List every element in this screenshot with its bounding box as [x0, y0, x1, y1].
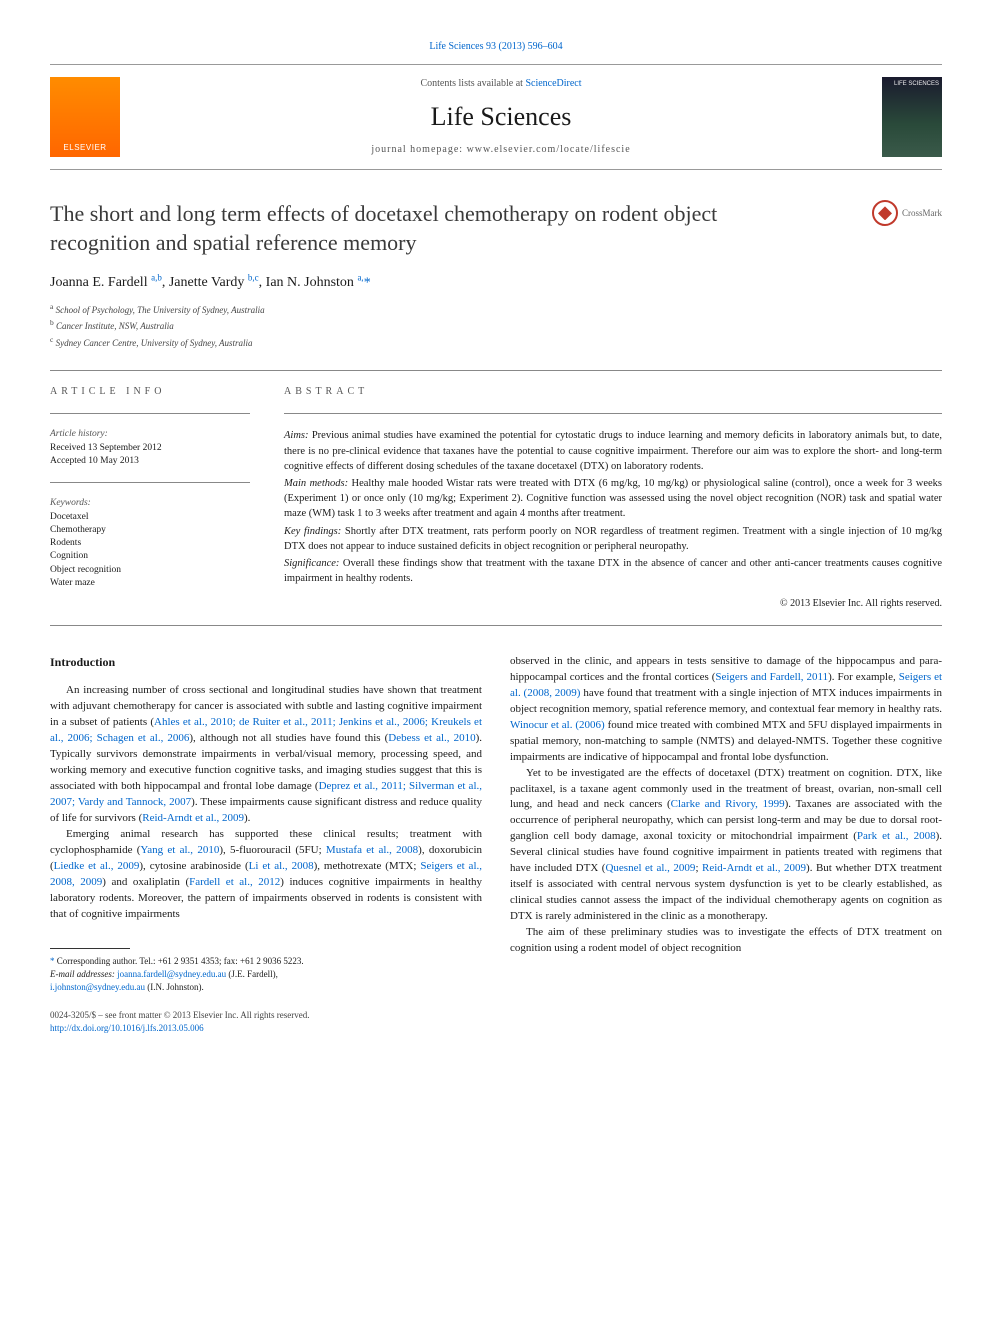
elsevier-logo: ELSEVIER [50, 77, 120, 157]
crossmark-icon [872, 200, 898, 226]
accepted-date: Accepted 10 May 2013 [50, 455, 250, 468]
corresponding-star: * [364, 275, 371, 290]
journal-name: Life Sciences [120, 99, 882, 135]
keyword: Rodents [50, 537, 250, 550]
footer-star: * [50, 956, 55, 966]
affiliation-line: c Sydney Cancer Centre, University of Sy… [50, 334, 942, 351]
keywords-title: Keywords: [50, 497, 250, 510]
article-title: The short and long term effects of docet… [50, 200, 810, 257]
abstract-divider [284, 413, 942, 414]
email-1[interactable]: joanna.fardell@sydney.edu.au [117, 969, 226, 979]
keywords-block: Keywords: DocetaxelChemotherapyRodentsCo… [50, 497, 250, 590]
info-divider-2 [50, 482, 250, 483]
findings-text: Shortly after DTX treatment, rats perfor… [284, 526, 942, 552]
author-list: Joanna E. Fardell a,b, Janette Vardy b,c… [50, 275, 364, 290]
received-date: Received 13 September 2012 [50, 442, 250, 455]
aims-label: Aims: [284, 430, 309, 441]
contents-line: Contents lists available at ScienceDirec… [120, 77, 882, 91]
findings-label: Key findings: [284, 526, 341, 537]
doi-link[interactable]: http://dx.doi.org/10.1016/j.lfs.2013.05.… [50, 1023, 204, 1033]
email-label: E-mail addresses: [50, 969, 117, 979]
email-1-paren: (J.E. Fardell), [226, 969, 278, 979]
significance-text: Overall these findings show that treatme… [284, 558, 942, 584]
keyword: Water maze [50, 577, 250, 590]
divider-bottom [50, 625, 942, 626]
keyword: Object recognition [50, 564, 250, 577]
significance-label: Significance: [284, 558, 339, 569]
affiliation-line: a School of Psychology, The University o… [50, 301, 942, 318]
affiliations: a School of Psychology, The University o… [50, 301, 942, 351]
authors: Joanna E. Fardell a,b, Janette Vardy b,c… [50, 272, 942, 293]
methods-label: Main methods: [284, 478, 348, 489]
citation-header: Life Sciences 93 (2013) 596–604 [50, 40, 942, 54]
divider-top [50, 370, 942, 371]
article-info-column: ARTICLE INFO Article history: Received 1… [50, 385, 250, 611]
footer-divider [50, 948, 130, 949]
email-2-paren: (I.N. Johnston). [145, 982, 204, 992]
info-divider-1 [50, 413, 250, 414]
email-2[interactable]: i.johnston@sydney.edu.au [50, 982, 145, 992]
homepage-url: www.elsevier.com/locate/lifescie [467, 144, 631, 155]
footer-block: * Corresponding author. Tel.: +61 2 9351… [50, 948, 482, 993]
left-column: Introduction An increasing number of cro… [50, 654, 482, 1035]
history-title: Article history: [50, 428, 250, 441]
body-paragraph: An increasing number of cross sectional … [50, 683, 482, 826]
crossmark-label: CrossMark [902, 207, 942, 220]
body-paragraph: observed in the clinic, and appears in t… [510, 654, 942, 766]
introduction-heading: Introduction [50, 654, 482, 671]
body-paragraph: Emerging animal research has supported t… [50, 827, 482, 923]
email-line-2: i.johnston@sydney.edu.au (I.N. Johnston)… [50, 981, 482, 994]
abstract-text: Aims: Previous animal studies have exami… [284, 428, 942, 611]
keyword: Cognition [50, 550, 250, 563]
abstract-column: ABSTRACT Aims: Previous animal studies h… [284, 385, 942, 611]
sciencedirect-link[interactable]: ScienceDirect [525, 78, 581, 89]
corresponding-author-note: * Corresponding author. Tel.: +61 2 9351… [50, 955, 482, 968]
abstract-label: ABSTRACT [284, 385, 942, 399]
email-line: E-mail addresses: joanna.fardell@sydney.… [50, 968, 482, 981]
article-history: Article history: Received 13 September 2… [50, 428, 250, 468]
affiliation-line: b Cancer Institute, NSW, Australia [50, 317, 942, 334]
journal-cover-thumbnail: LIFE SCIENCES [882, 77, 942, 157]
citation-link[interactable]: Life Sciences 93 (2013) 596–604 [429, 41, 562, 52]
homepage-prefix: journal homepage: [371, 144, 466, 155]
banner-center: Contents lists available at ScienceDirec… [120, 77, 882, 157]
homepage-line: journal homepage: www.elsevier.com/locat… [120, 143, 882, 157]
main-body: Introduction An increasing number of cro… [50, 654, 942, 1035]
title-row: The short and long term effects of docet… [50, 200, 942, 257]
aims-text: Previous animal studies have examined th… [284, 430, 942, 471]
issn-text: 0024-3205/$ – see front matter © 2013 El… [50, 1009, 482, 1022]
right-column: observed in the clinic, and appears in t… [510, 654, 942, 1035]
crossmark-badge[interactable]: CrossMark [872, 200, 942, 226]
issn-line: 0024-3205/$ – see front matter © 2013 El… [50, 1009, 482, 1035]
contents-prefix: Contents lists available at [420, 78, 525, 89]
methods-text: Healthy male hooded Wistar rats were tre… [284, 478, 942, 519]
info-abstract-row: ARTICLE INFO Article history: Received 1… [50, 385, 942, 611]
body-paragraph: The aim of these preliminary studies was… [510, 925, 942, 957]
corr-text: Corresponding author. Tel.: +61 2 9351 4… [57, 956, 304, 966]
journal-banner: ELSEVIER Contents lists available at Sci… [50, 64, 942, 170]
keyword: Docetaxel [50, 511, 250, 524]
abstract-copyright: © 2013 Elsevier Inc. All rights reserved… [284, 597, 942, 612]
article-info-label: ARTICLE INFO [50, 385, 250, 399]
body-paragraph: Yet to be investigated are the effects o… [510, 766, 942, 925]
keyword: Chemotherapy [50, 524, 250, 537]
